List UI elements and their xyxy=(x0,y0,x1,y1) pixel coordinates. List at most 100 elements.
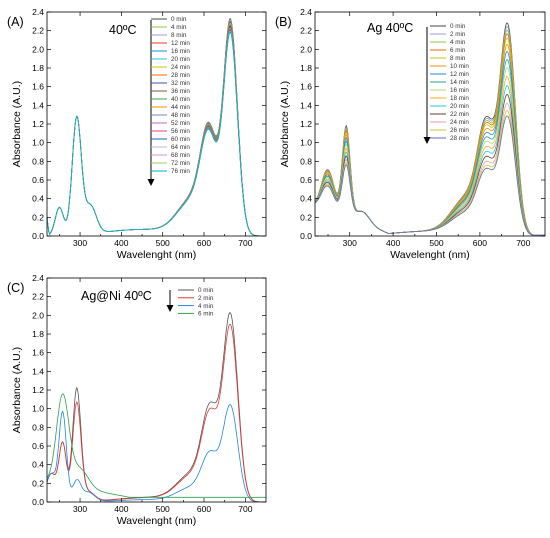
y-axis-title: Absorbance (A.U.) xyxy=(11,347,23,433)
x-tick-label: 500 xyxy=(156,238,170,248)
legend-entry: 26 min xyxy=(450,127,469,134)
legend-entry: 8 min xyxy=(171,32,187,39)
legend-entry: 56 min xyxy=(171,128,190,135)
y-tick-label: 0.6 xyxy=(300,175,312,185)
legend-entry: 76 min xyxy=(171,168,190,175)
panel-label: (C) xyxy=(7,281,24,295)
x-tick-label: 400 xyxy=(114,504,128,514)
x-axis-title: Wavelenght (nm) xyxy=(390,249,470,261)
series-line xyxy=(315,115,545,236)
y-tick-label: 1.8 xyxy=(300,63,312,73)
legend-entry: 68 min xyxy=(171,152,190,159)
y-tick-label: 2.4 xyxy=(300,7,312,17)
x-tick-label: 300 xyxy=(343,238,357,248)
x-tick-label: 700 xyxy=(238,238,252,248)
chart-panel-3: 300 400 500 600 700 0.0 0.2 0.4 0.6 0.8 1.0 1.2 1.4 1… xyxy=(7,273,267,527)
y-tick-label: 1.2 xyxy=(300,119,312,129)
legend-arrowhead xyxy=(166,305,174,312)
legend-entry: 6 min xyxy=(450,47,466,54)
chart-panel-1: 300 400 500 600 700 0.0 0.2 0.4 0.6 0.8 1.0 1.2 1.4 1… xyxy=(7,7,267,261)
legend-entry: 24 min xyxy=(450,119,469,126)
y-tick-label: 0.4 xyxy=(32,460,44,470)
y-tick-label: 2.4 xyxy=(32,273,44,283)
legend-entry: 2 min xyxy=(198,295,214,302)
panel-label: (A) xyxy=(7,15,24,29)
series-line xyxy=(47,31,266,236)
y-tick-label: 0.4 xyxy=(300,194,312,204)
x-tick-label: 500 xyxy=(429,238,443,248)
panel-title: Ag@Ni 40ºC xyxy=(81,289,152,303)
x-tick-label: 600 xyxy=(197,238,211,248)
x-axis-title: Wavelenght (nm) xyxy=(117,515,197,527)
legend-entry: 60 min xyxy=(171,136,190,143)
x-tick-label: 300 xyxy=(73,504,87,514)
series-line xyxy=(47,323,266,502)
y-tick-label: 1.4 xyxy=(32,366,44,376)
panel-title: Ag 40ºC xyxy=(367,21,413,35)
y-tick-label: 1.0 xyxy=(32,404,44,414)
legend-entry: 16 min xyxy=(171,48,190,55)
legend-entry: 4 min xyxy=(198,303,214,310)
legend-entry: 20 min xyxy=(171,56,190,63)
y-axis-title: Absorbance (A.U.) xyxy=(11,81,23,167)
y-tick-label: 0.8 xyxy=(32,422,44,432)
panel-title: 40ºC xyxy=(109,23,137,37)
y-tick-label: 0.2 xyxy=(32,212,44,222)
legend-entry: 36 min xyxy=(171,88,190,95)
legend-entry: 28 min xyxy=(450,135,469,142)
y-tick-label: 2.2 xyxy=(32,26,44,36)
legend-entry: 4 min xyxy=(171,24,187,31)
legend-entry: 52 min xyxy=(171,120,190,127)
y-tick-label: 0.8 xyxy=(32,156,44,166)
legend-entry: 0 min xyxy=(198,287,214,294)
legend-entry: 8 min xyxy=(450,55,466,62)
legend-entry: 28 min xyxy=(171,72,190,79)
series-line xyxy=(47,21,266,236)
legend-entry: 16 min xyxy=(450,87,469,94)
legend-entry: 12 min xyxy=(171,40,190,47)
series-line xyxy=(47,23,266,236)
y-tick-label: 0.6 xyxy=(32,175,44,185)
legend-entry: 24 min xyxy=(171,64,190,71)
legend-entry: 48 min xyxy=(171,112,190,119)
y-tick-label: 0.0 xyxy=(32,231,44,241)
x-tick-label: 300 xyxy=(73,238,87,248)
series-line xyxy=(47,22,266,236)
plot-frame xyxy=(46,277,267,503)
legend-entry: 12 min xyxy=(450,71,469,78)
y-tick-label: 1.8 xyxy=(32,329,44,339)
y-tick-label: 0.0 xyxy=(32,497,44,507)
legend-entry: 0 min xyxy=(171,16,187,23)
legend-entry: 64 min xyxy=(171,144,190,151)
y-tick-label: 1.6 xyxy=(300,82,312,92)
legend-entry: 4 min xyxy=(450,39,466,46)
y-tick-label: 1.6 xyxy=(32,82,44,92)
series-line xyxy=(47,404,266,502)
y-tick-label: 0.4 xyxy=(32,194,44,204)
series-line xyxy=(315,59,545,236)
y-tick-label: 0.2 xyxy=(32,478,44,488)
y-tick-label: 1.4 xyxy=(300,100,312,110)
series-group xyxy=(47,312,266,502)
y-tick-label: 1.4 xyxy=(32,100,44,110)
series-line xyxy=(47,20,266,236)
legend-entry: 40 min xyxy=(171,96,190,103)
y-tick-label: 2.2 xyxy=(300,26,312,36)
x-tick-label: 600 xyxy=(197,504,211,514)
series-line xyxy=(47,393,266,498)
series-group xyxy=(315,22,545,236)
legend-entry: 44 min xyxy=(171,104,190,111)
y-tick-label: 2.4 xyxy=(32,7,44,17)
y-tick-label: 1.8 xyxy=(32,63,44,73)
chart-panel-2: 300 400 500 600 700 0.0 0.2 0.4 0.6 0.8 1.0 1.2 1.4 1… xyxy=(275,7,546,261)
y-tick-label: 0.2 xyxy=(300,212,312,222)
legend-arrowhead xyxy=(147,179,155,186)
y-tick-label: 0.8 xyxy=(300,156,312,166)
y-axis-title: Absorbance (A.U.) xyxy=(279,81,291,167)
y-tick-label: 1.0 xyxy=(300,138,312,148)
y-tick-label: 0.0 xyxy=(300,231,312,241)
x-tick-label: 400 xyxy=(386,238,400,248)
legend-entry: 10 min xyxy=(450,63,469,70)
